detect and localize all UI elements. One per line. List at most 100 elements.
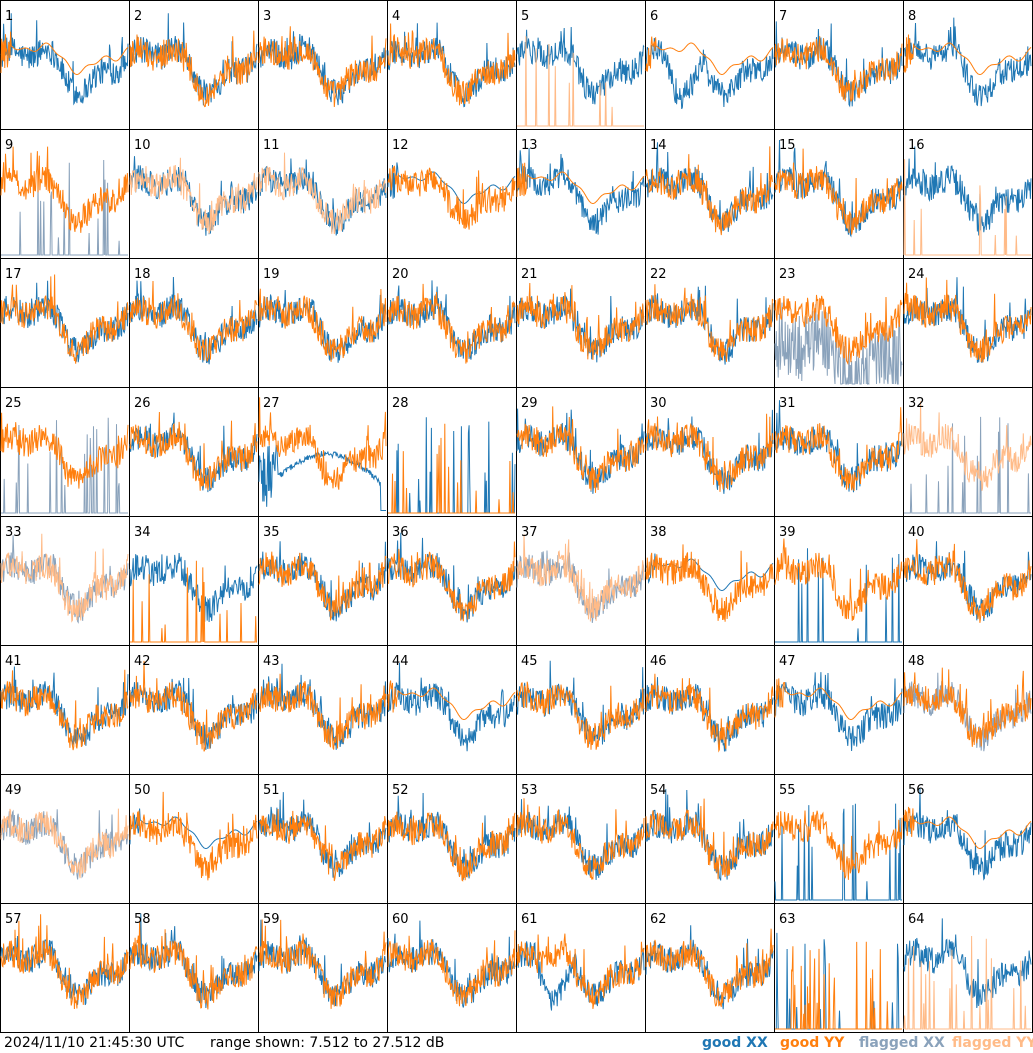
panel-label: 1 (5, 9, 13, 24)
series-yy-good (645, 413, 774, 492)
panel-label: 28 (392, 396, 409, 411)
panel-10: 10 (129, 129, 259, 259)
panel-label: 57 (5, 912, 22, 927)
panel-64: 64 (903, 903, 1033, 1033)
panel-label: 60 (392, 912, 409, 927)
series-yy-good (516, 681, 645, 750)
panel-47: 47 (774, 645, 904, 775)
panel-60: 60 (387, 903, 517, 1033)
series-yy-good (258, 288, 387, 362)
panel-label: 50 (134, 783, 151, 798)
series-yy-good (645, 284, 774, 362)
panel-30: 30 (645, 387, 775, 517)
panel-label: 52 (392, 783, 409, 798)
series-yy-good (258, 919, 387, 1009)
panel-label: 24 (908, 267, 925, 282)
series-yy-good (258, 673, 387, 750)
panel-35: 35 (258, 516, 388, 646)
series-yy-good (516, 933, 645, 1009)
panel-label: 38 (650, 525, 667, 540)
panel-62: 62 (645, 903, 775, 1033)
timestamp-label: 2024/11/10 21:45:30 UTC (4, 1035, 185, 1051)
panel-frame (258, 774, 388, 904)
panel-13: 13 (516, 129, 646, 259)
panel-label: 61 (521, 912, 538, 927)
series-xx-good (387, 662, 516, 752)
panel-31: 31 (774, 387, 904, 517)
series-yy-good (645, 928, 774, 1008)
panel-56: 56 (903, 774, 1033, 904)
panel-44: 44 (387, 645, 517, 775)
series-yy-good (775, 941, 902, 1030)
series-yy-good (516, 282, 645, 360)
panel-label: 59 (263, 912, 280, 927)
panel-label: 32 (908, 396, 925, 411)
series-yy-flagged (0, 533, 129, 623)
panel-label: 55 (779, 783, 796, 798)
series-yy-good (0, 274, 129, 364)
panel-label: 3 (263, 9, 271, 24)
panel-label: 20 (392, 267, 409, 282)
panel-label: 41 (5, 654, 22, 669)
series-yy-good (774, 148, 903, 235)
series-yy-good (645, 673, 774, 753)
panel-24: 24 (903, 258, 1033, 388)
series-yy-good (0, 914, 129, 1010)
panel-15: 15 (774, 129, 904, 259)
panel-16: 16 (903, 129, 1033, 259)
panel-label: 4 (392, 9, 400, 24)
panel-label: 18 (134, 267, 151, 282)
panel-label: 44 (392, 654, 409, 669)
series-yy-good (130, 560, 257, 643)
series-xx-good (903, 918, 1032, 1009)
panel-5: 5 (516, 0, 646, 130)
series-xx-good (258, 444, 386, 511)
series-xx-good (387, 162, 516, 205)
panel-label: 17 (5, 267, 22, 282)
panel-frame (645, 0, 775, 130)
panel-17: 17 (0, 258, 130, 388)
panel-frame (258, 129, 388, 259)
panel-label: 30 (650, 396, 667, 411)
panel-23: 23 (774, 258, 904, 388)
panel-36: 36 (387, 516, 517, 646)
panel-label: 6 (650, 9, 658, 24)
footer: 2024/11/10 21:45:30 UTC range shown: 7.5… (0, 1033, 1033, 1053)
series-xx-good (516, 26, 645, 105)
panel-25: 25 (0, 387, 130, 517)
series-xx-good (258, 792, 387, 878)
panel-label: 45 (521, 654, 538, 669)
panel-52: 52 (387, 774, 517, 904)
legend-flagged-xx: flagged XX (859, 1035, 945, 1051)
panel-48: 48 (903, 645, 1033, 775)
series-yy-good (387, 541, 516, 622)
panel-label: 16 (908, 138, 925, 153)
panel-label: 2 (134, 9, 142, 24)
series-yy-good (129, 280, 258, 362)
panel-label: 35 (263, 525, 280, 540)
panel-label: 5 (521, 9, 529, 24)
panel-34: 34 (129, 516, 259, 646)
series-yy-good (645, 36, 774, 76)
panel-19: 19 (258, 258, 388, 388)
series-xx-good (645, 142, 774, 234)
panel-label: 31 (779, 396, 796, 411)
panel-label: 63 (779, 912, 796, 927)
panel-label: 7 (779, 9, 787, 24)
panel-42: 42 (129, 645, 259, 775)
series-yy-good (387, 930, 516, 1007)
series-yy-good (903, 539, 1032, 623)
series-xx-good (645, 553, 774, 592)
panel-label: 13 (521, 138, 538, 153)
series-xx-flagged (1, 417, 128, 514)
panel-61: 61 (516, 903, 646, 1033)
panel-label: 15 (779, 138, 796, 153)
series-yy-good (387, 23, 516, 106)
series-xx-good (0, 13, 129, 106)
panel-63: 63 (774, 903, 904, 1033)
panel-label: 37 (521, 525, 538, 540)
panel-label: 10 (134, 138, 151, 153)
series-yy-good (903, 806, 1032, 850)
panel-8: 8 (903, 0, 1033, 130)
series-yy-good (258, 808, 387, 882)
